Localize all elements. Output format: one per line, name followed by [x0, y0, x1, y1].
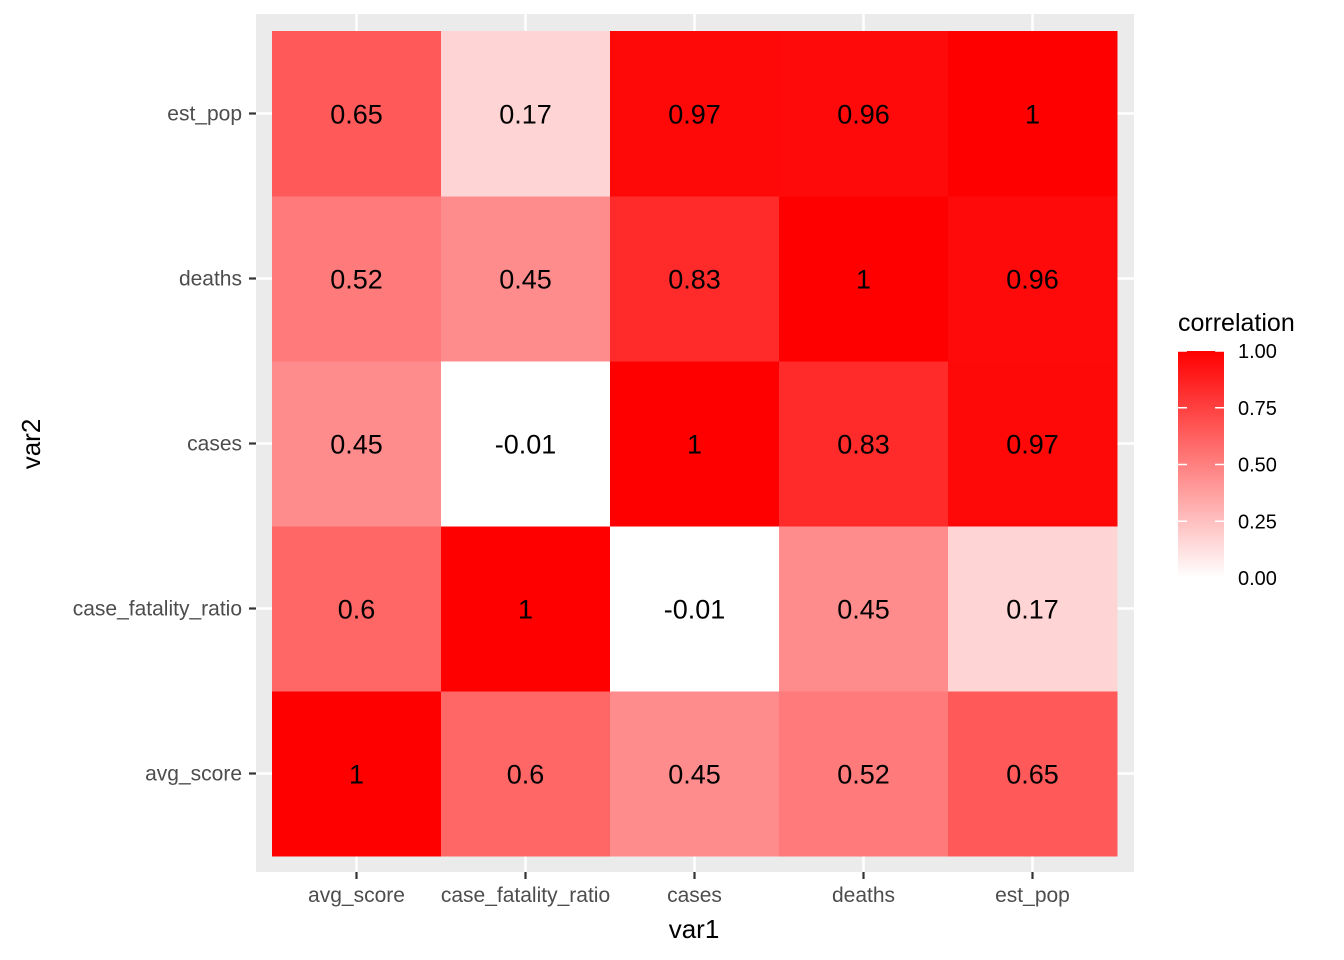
tile-value-label: 0.83: [668, 265, 721, 295]
legend-tick-label: 0.25: [1238, 511, 1277, 533]
y-axis-title: var2: [16, 419, 46, 470]
x-tick-label: avg_score: [308, 884, 405, 907]
heatmap-tile: [948, 361, 1118, 527]
heatmap-tile: [948, 196, 1118, 362]
y-tick-label: case_fatality_ratio: [73, 598, 242, 621]
heatmap-tile: [441, 31, 611, 197]
heatmap-tile: [441, 526, 611, 692]
heatmap-tile: [948, 691, 1118, 857]
tile-value-label: 0.97: [1006, 430, 1059, 460]
tile-value-label: 0.83: [837, 430, 890, 460]
x-tick-label: est_pop: [995, 884, 1070, 907]
tile-value-label: 0.96: [837, 100, 890, 130]
heatmap-tile: [610, 31, 780, 197]
heatmap-tiles: [272, 31, 1118, 857]
legend-tick-label: 0.50: [1238, 455, 1277, 477]
heatmap-tile: [610, 691, 780, 857]
y-tick-label: avg_score: [145, 763, 242, 786]
tile-value-label: 0.65: [330, 100, 383, 130]
legend-tick-label: 0.00: [1238, 568, 1277, 590]
heatmap-tile: [779, 361, 949, 527]
tile-value-label: 1: [687, 430, 702, 460]
heatmap-tile: [272, 691, 442, 857]
x-axis-title: var1: [669, 914, 720, 944]
x-axis: avg_score case_fatality_ratio cases deaths e…: [308, 872, 1070, 907]
legend-title: correlation: [1178, 309, 1295, 337]
heatmap-tile: [610, 361, 780, 527]
tile-value-label: 0.6: [507, 760, 545, 790]
tile-value-label: 0.96: [1006, 265, 1059, 295]
tile-value-label: 0.52: [837, 760, 890, 790]
heatmap-tile: [272, 526, 442, 692]
y-tick-label: est_pop: [167, 103, 242, 126]
legend-ticks: 0.00 0.25 0.50 0.75 1.00: [1178, 341, 1277, 590]
x-tick-label: cases: [667, 884, 722, 907]
tile-value-label: 0.97: [668, 100, 721, 130]
tile-value-label: 0.6: [338, 595, 376, 625]
tile-value-label: -0.01: [495, 430, 557, 460]
heatmap-tile: [779, 196, 949, 362]
tile-value-label: 0.52: [330, 265, 383, 295]
tile-value-label: 0.45: [330, 430, 383, 460]
y-axis: avg_score case_fatality_ratio cases deaths e…: [73, 103, 256, 786]
tile-value-label: 0.45: [668, 760, 721, 790]
heatmap-tile: [948, 526, 1118, 692]
heatmap-tile: [441, 196, 611, 362]
x-tick-label: deaths: [832, 884, 895, 907]
tile-value-label: 0.45: [499, 265, 552, 295]
tile-value-label: 0.17: [1006, 595, 1059, 625]
tile-value-label: 1: [349, 760, 364, 790]
heatmap-tile: [779, 526, 949, 692]
y-tick-label: cases: [187, 433, 242, 456]
heatmap-tile: [272, 196, 442, 362]
tile-value-label: 0.45: [837, 595, 890, 625]
tile-value-label: 1: [1025, 100, 1040, 130]
tile-value-label: -0.01: [664, 595, 726, 625]
heatmap-tile: [441, 691, 611, 857]
y-tick-label: deaths: [179, 268, 242, 291]
legend-tick-label: 1.00: [1238, 341, 1277, 363]
heatmap-tile: [272, 361, 442, 527]
tile-value-label: 0.17: [499, 100, 552, 130]
tile-value-label: 1: [856, 265, 871, 295]
legend-tick-label: 0.75: [1238, 398, 1277, 420]
heatmap-tile: [441, 361, 611, 527]
tile-value-label: 1: [518, 595, 533, 625]
heatmap-tile: [779, 691, 949, 857]
legend: correlation 0.00 0.25 0.50 0.75 1.00: [1178, 309, 1295, 590]
x-tick-label: case_fatality_ratio: [441, 884, 610, 907]
tile-labels: 1 0.6 0.45 0.52 0.65 0.6 1 -0.01 0.45 0.17 0.45 -0.…: [330, 100, 1059, 790]
heatmap-tile: [610, 196, 780, 362]
heatmap-tile: [948, 31, 1118, 197]
heatmap-tile: [272, 31, 442, 197]
heatmap-tile: [779, 31, 949, 197]
tile-value-label: 0.65: [1006, 760, 1059, 790]
heatmap-tile: [610, 526, 780, 692]
